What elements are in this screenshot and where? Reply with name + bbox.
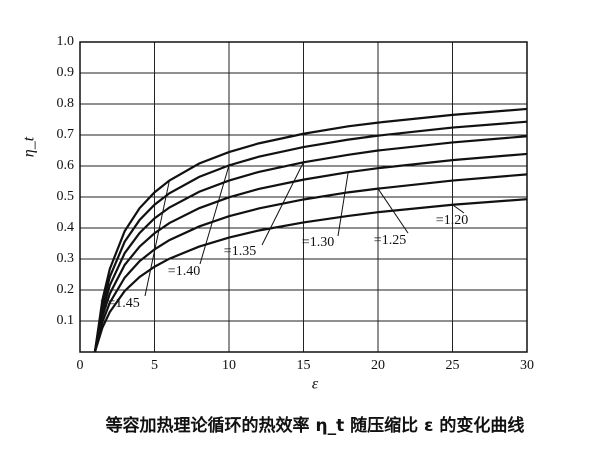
x-tick-label: 30: [520, 358, 534, 373]
leader-line: [144, 180, 170, 297]
curve: [93, 120, 528, 353]
chart-title: 等容加热理论循环的热效率 η_t 随压缩比 ε 的变化曲线: [106, 415, 525, 436]
x-tick-label: 0: [77, 358, 84, 373]
plot-frame: [79, 41, 528, 353]
y-tick-label: 0.1: [57, 313, 75, 328]
curve: [93, 198, 528, 353]
y-tick-label: 0.7: [57, 127, 75, 142]
x-tick-label: 15: [297, 358, 311, 373]
leader-line: [452, 204, 465, 214]
y-axis-label: η_t: [21, 136, 38, 157]
y-tick-label: 0.9: [57, 65, 75, 80]
x-axis-label: ε: [312, 376, 319, 393]
curve-label: =1.20: [436, 213, 468, 228]
y-tick-label: 0.6: [57, 158, 75, 173]
curve-label: κ=1.45: [100, 296, 139, 311]
y-tick-label: 0.5: [57, 189, 75, 204]
x-tick-label: 10: [222, 358, 236, 373]
curve-label: =1.35: [224, 244, 256, 259]
y-tick-label: 1.0: [57, 34, 75, 49]
curve: [93, 107, 528, 353]
curve: [93, 135, 528, 353]
x-tick-label: 5: [151, 358, 158, 373]
y-tick-label: 0.3: [57, 251, 75, 266]
curve-label: =1.25: [374, 233, 406, 248]
y-tick-label: 0.4: [57, 220, 75, 235]
y-tick-label: 0.2: [57, 282, 75, 297]
curve-label: =1.30: [302, 235, 334, 250]
x-tick-label: 20: [371, 358, 385, 373]
y-tick-label: 0.8: [57, 96, 75, 111]
x-tick-label: 25: [446, 358, 460, 373]
curve: [93, 152, 528, 353]
curve-label: =1.40: [168, 264, 200, 279]
leader-line: [337, 172, 349, 237]
curve: [93, 173, 528, 353]
